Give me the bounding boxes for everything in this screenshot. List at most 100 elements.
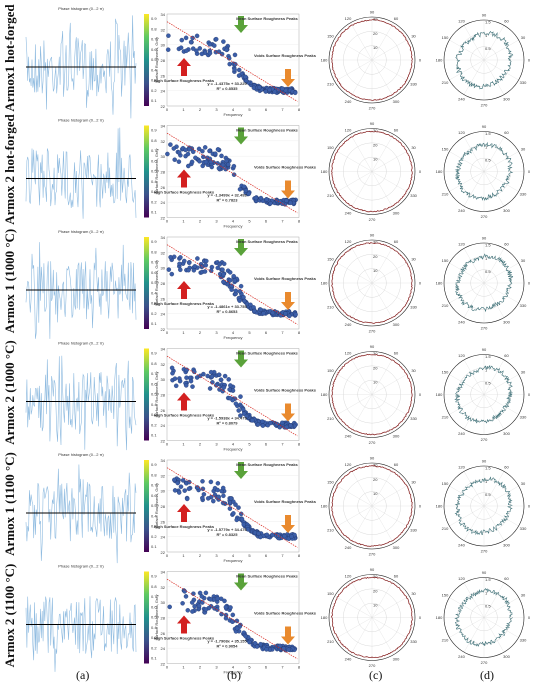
polar-spoke (463, 617, 485, 653)
colorbar-tick-label: 0.8 (151, 26, 157, 31)
colorbar (144, 348, 149, 441)
scatter-ytick: 32 (161, 250, 166, 255)
polar-spoke (483, 248, 505, 284)
polar-spoke (463, 282, 485, 318)
polar-spoke (449, 151, 485, 172)
scatter-point (227, 395, 233, 401)
scatter-xtick: 8 (298, 553, 301, 558)
scatter-point (230, 619, 235, 624)
voids-roughness-label: Voids Surface Roughness Peaks (254, 53, 317, 58)
colorbar (144, 14, 149, 106)
colorbar-tick-label: 0.4 (151, 513, 157, 518)
high-roughness-label: High Surface Roughness Peaks (154, 524, 215, 529)
polar-spoke (334, 484, 373, 507)
scatter-point (233, 288, 239, 294)
polar-trace-c (331, 353, 413, 436)
scatter-point (167, 604, 172, 610)
colorbar-tick-label: 0.5 (151, 392, 157, 397)
scatter-point (228, 496, 234, 501)
scatter-point (195, 256, 200, 261)
polar-angle-label: 330 (520, 638, 527, 643)
scatter-point (264, 647, 269, 652)
polar-angle-label: 210 (442, 415, 449, 420)
high-roughness-arrow (177, 392, 191, 411)
scatter-point (177, 261, 182, 267)
mean-roughness-arrow (234, 573, 248, 591)
scatter-point (233, 401, 239, 406)
polar-angle-label: 330 (410, 305, 417, 310)
scatter-ytick: 30 (161, 43, 166, 48)
scatter-point (216, 372, 222, 378)
polar-angle-label: 180 (436, 281, 443, 286)
scatter-point (183, 594, 189, 599)
polar-spoke (371, 357, 394, 395)
polar-radius-label: 30 (373, 574, 378, 579)
polar-angle-label: 210 (327, 639, 334, 644)
polar-spoke (463, 505, 485, 541)
scatter-point (286, 647, 291, 652)
scatter-xtick: 2 (199, 442, 202, 447)
figure-row: Armox 2 (1100 °C) Phase histogram (0...2 … (2, 564, 531, 675)
scatter-point (186, 163, 191, 169)
polar-spoke (371, 282, 394, 321)
polar-angle-label: 150 (442, 258, 449, 263)
scatter-point (178, 255, 183, 260)
polar-angle-label: 120 (458, 19, 465, 24)
scatter-point (169, 271, 175, 277)
polar-angle-label: 60 (504, 465, 509, 470)
scatter-xtick: 0 (166, 553, 169, 558)
trend-equation: y = -1.5938x + 34.479 (207, 416, 247, 421)
scatter-point (199, 51, 205, 57)
scatter-point (238, 283, 244, 289)
scatter-point (182, 258, 187, 264)
scatter-point (252, 308, 257, 314)
colorbar (144, 125, 149, 218)
polar-radius-label: 30 (373, 463, 378, 468)
scatter-xtick: 1 (182, 442, 185, 447)
polar-outline (328, 462, 416, 550)
histogram-title: Phase histogram (0...2 π) (58, 341, 104, 346)
polar-spoke (371, 617, 394, 655)
colorbar-tick-label: 0.3 (151, 412, 157, 417)
polar-spoke (483, 617, 519, 638)
polar-spoke (449, 59, 485, 81)
polar-spoke (463, 471, 485, 507)
scatter-point (171, 146, 177, 151)
scatter-point (238, 413, 243, 418)
colorbar-tick-label: 0.4 (151, 402, 157, 407)
scatter-ytick: 32 (161, 362, 166, 367)
scatter-ytick: 24 (161, 89, 166, 94)
polar-trace-d (454, 476, 513, 536)
polar-angle-label: 300 (393, 99, 400, 104)
scatter-point (236, 408, 241, 413)
polar-angle-label: 30 (411, 368, 416, 373)
polar-angle-label: 330 (410, 528, 417, 533)
scatter-xtick: 1 (182, 219, 185, 224)
scatter-point (190, 384, 195, 389)
scatter-point (172, 488, 178, 493)
high-roughness-label: High Surface Roughness Peaks (154, 78, 215, 83)
scatter-point (222, 373, 228, 379)
polar-plot-c: 90 120 150 180 210 240 270 300 330 0 30 60 10 20 30 (321, 456, 422, 557)
polar-spoke (371, 505, 410, 528)
scatter-xlabel: Frequency (224, 112, 243, 117)
scatter-point (244, 413, 249, 419)
polar-angle-label: 270 (481, 549, 488, 554)
polar-trace-c (331, 242, 413, 324)
colorbar-tick-label: 0.1 (151, 321, 157, 326)
scatter-point (241, 522, 246, 527)
polar-radius-label: 30 (373, 128, 378, 133)
scatter-xtick: 3 (215, 330, 218, 335)
colorbar (144, 237, 149, 329)
colorbar-tick-label: 0.7 (151, 483, 157, 488)
polar-spoke (463, 248, 485, 284)
scatter-ytick: 34 (161, 570, 166, 575)
trend-r2: R² = 0.8079 (216, 421, 238, 426)
polar-trace-c (331, 130, 413, 213)
histogram-signal (25, 242, 137, 339)
trend-r2: R² = 0.8325 (216, 532, 238, 537)
scatter-point (201, 492, 207, 497)
polar-outline (443, 19, 525, 101)
colorbar-tick-label: 0.1 (151, 656, 157, 661)
polar-angle-label: 60 (394, 462, 399, 467)
